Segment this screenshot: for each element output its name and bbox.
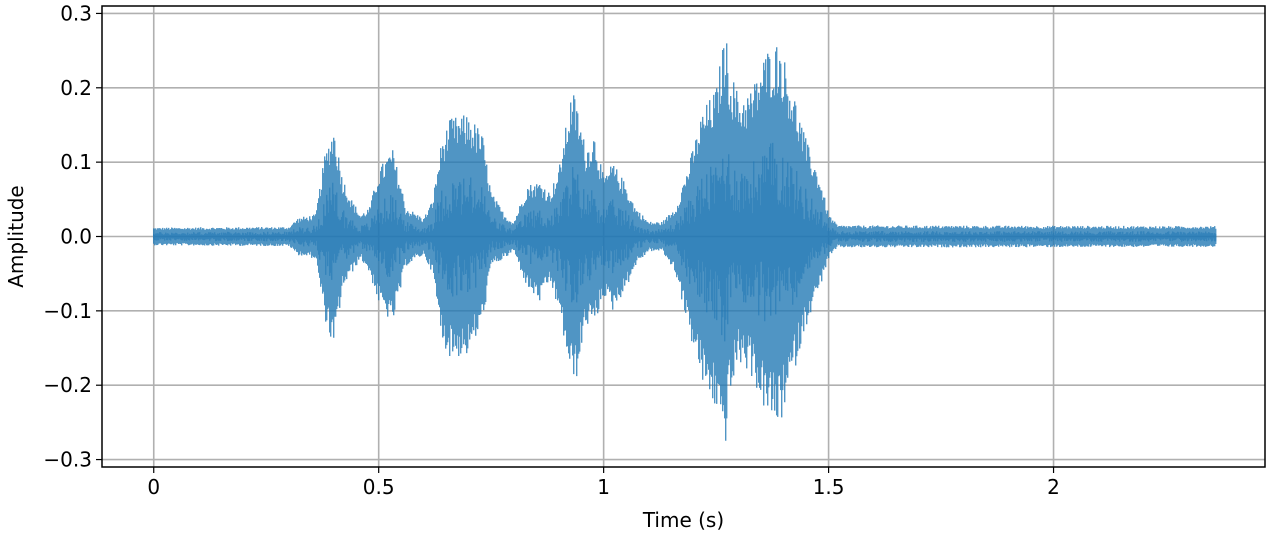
x-axis-label: Time (s): [642, 508, 724, 532]
x-tick-label: 0.5: [363, 475, 395, 499]
x-tick-label: 1: [597, 475, 610, 499]
y-tick-label: −0.2: [43, 373, 92, 397]
y-axis-ticks: 0.3 0.2 0.1 0.0 −0.1 −0.2 −0.3: [43, 1, 102, 472]
y-tick-label: 0.0: [60, 225, 92, 249]
x-tick-label: 2: [1047, 475, 1060, 499]
x-tick-label: 0: [147, 475, 160, 499]
y-tick-label: −0.3: [43, 448, 92, 472]
waveform-core: [153, 142, 1217, 342]
y-tick-label: 0.2: [60, 76, 92, 100]
y-tick-label: 0.1: [60, 150, 92, 174]
y-tick-label: −0.1: [43, 299, 92, 323]
y-tick-label: 0.3: [60, 1, 92, 25]
x-tick-label: 1.5: [813, 475, 845, 499]
y-axis-label: Amplitude: [4, 185, 28, 288]
x-axis-ticks: 0 0.5 1 1.5 2: [147, 467, 1060, 499]
plot-area: [153, 43, 1217, 441]
